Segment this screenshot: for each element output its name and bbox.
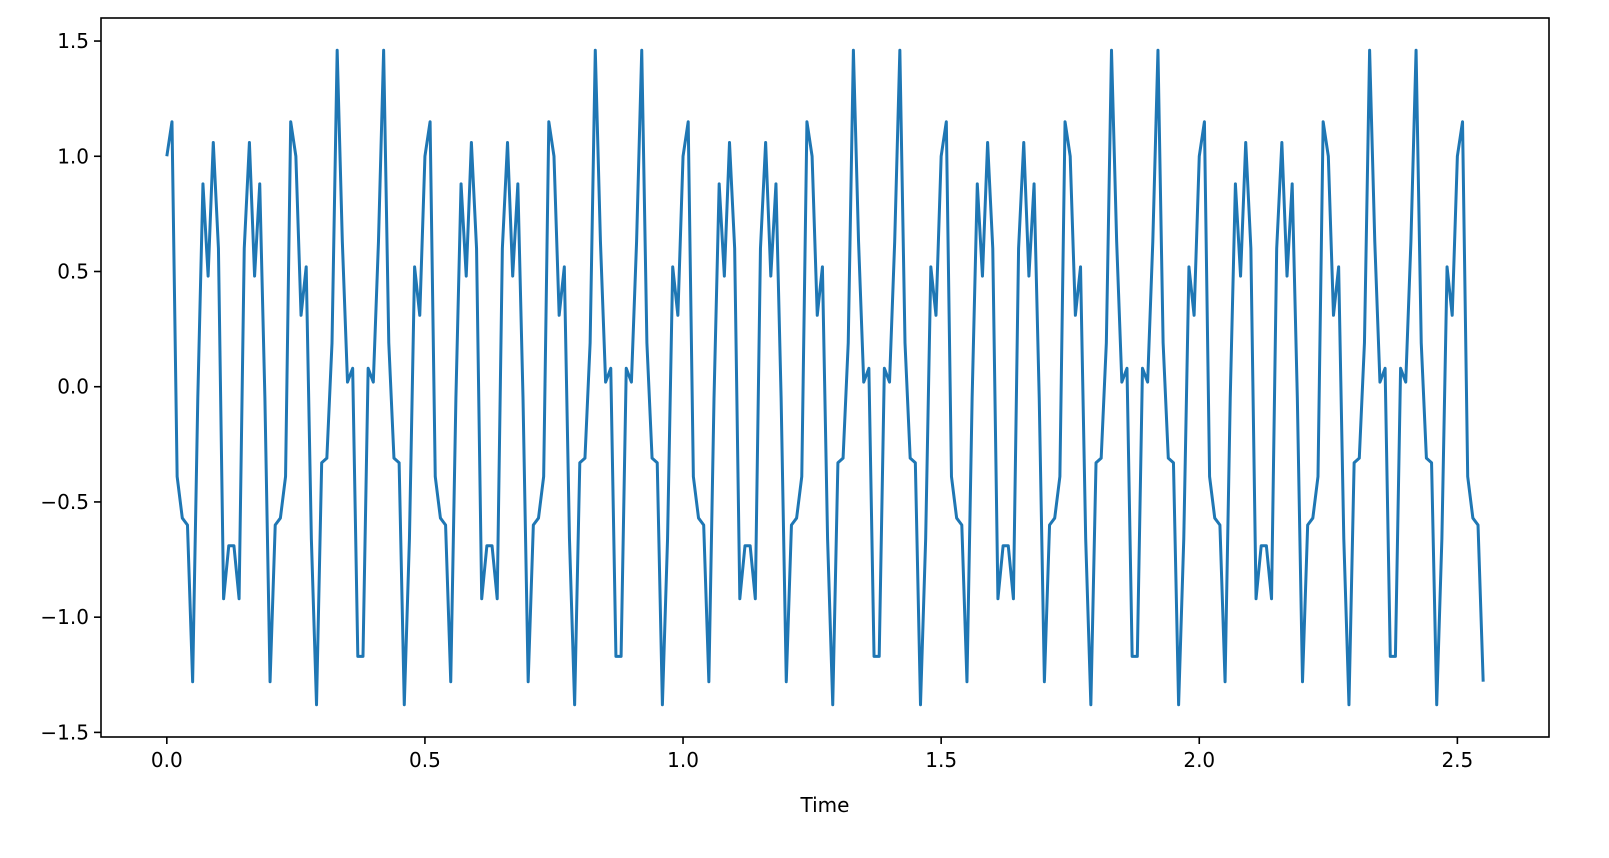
y-tick-label: 0.0 [57, 375, 89, 399]
x-tick-label: 0.0 [151, 748, 183, 772]
y-tick-label: 0.5 [57, 259, 89, 283]
y-axis: −1.5 −1.0 −0.5 0.0 0.5 1.0 1.5 [40, 29, 101, 744]
y-tick-label: 1.0 [57, 144, 89, 168]
x-tick-label: 2.0 [1183, 748, 1215, 772]
y-tick-label: −1.0 [40, 605, 89, 629]
y-tick-label: 1.5 [57, 29, 89, 53]
x-tick-label: 1.0 [667, 748, 699, 772]
y-tick-label: −1.5 [40, 720, 89, 744]
x-axis-label: Time [800, 793, 850, 817]
x-axis: 0.0 0.5 1.0 1.5 2.0 2.5 [151, 737, 1473, 772]
y-tick-label: −0.5 [40, 490, 89, 514]
series-line-0 [165, 48, 1485, 707]
plot-frame [100, 17, 1550, 738]
x-tick-label: 1.5 [925, 748, 957, 772]
x-tick-label: 2.5 [1441, 748, 1473, 772]
plot-layer [165, 48, 1485, 707]
x-tick-label: 0.5 [409, 748, 441, 772]
